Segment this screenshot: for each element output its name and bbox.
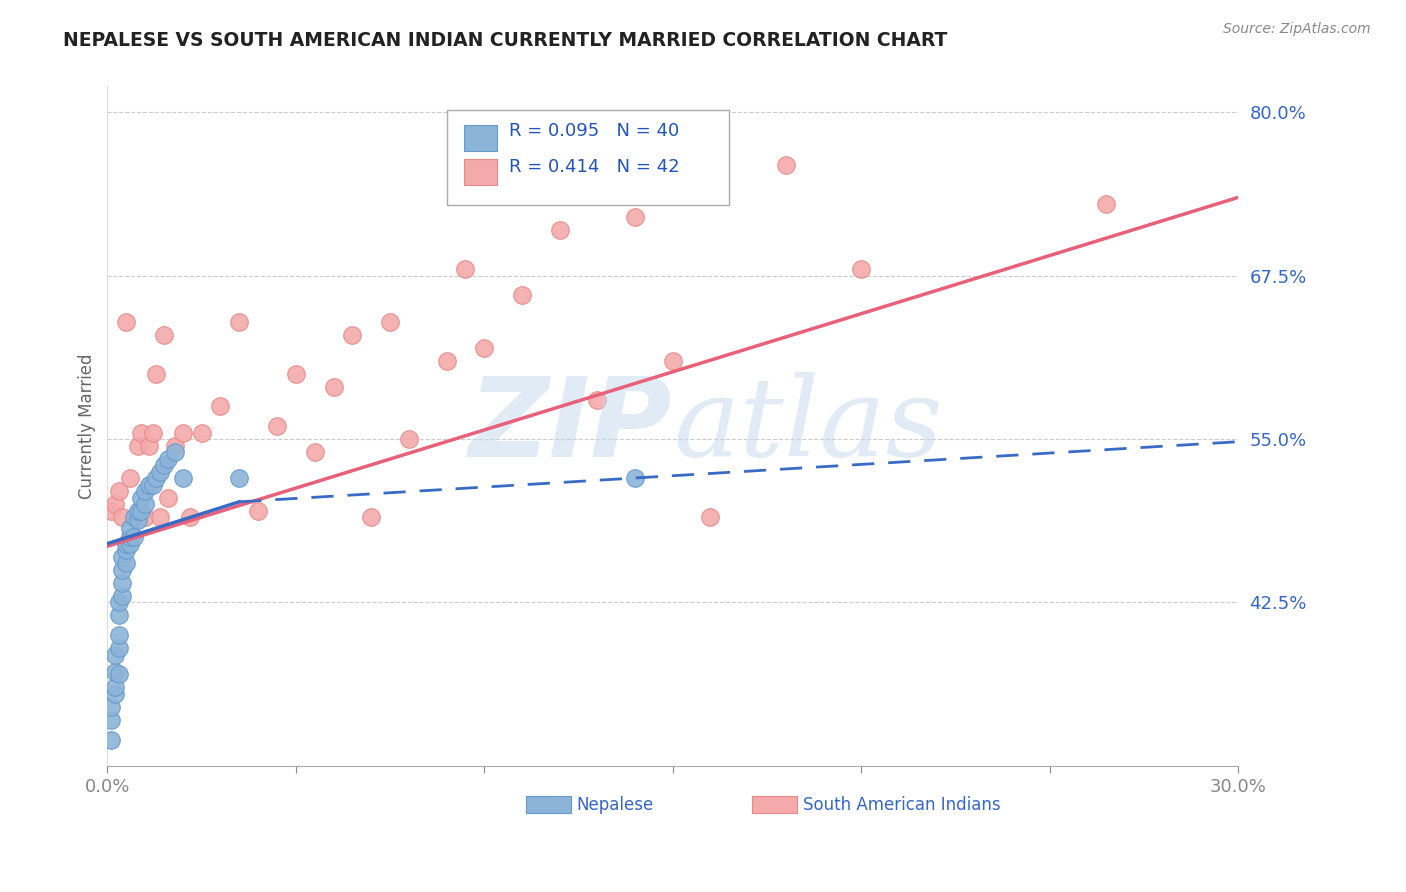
Point	[107, 484, 129, 499]
Point	[127, 439, 149, 453]
Y-axis label: Currently Married: Currently Married	[79, 353, 96, 499]
Point	[228, 471, 250, 485]
Text: NEPALESE VS SOUTH AMERICAN INDIAN CURRENTLY MARRIED CORRELATION CHART: NEPALESE VS SOUTH AMERICAN INDIAN CURREN…	[63, 31, 948, 50]
Point	[1095, 197, 1118, 211]
Text: Nepalese: Nepalese	[576, 797, 654, 814]
Point	[111, 549, 134, 564]
Point	[104, 665, 127, 679]
Point	[247, 504, 270, 518]
Point	[228, 314, 250, 328]
Point	[118, 471, 141, 485]
Point	[179, 510, 201, 524]
Point	[775, 158, 797, 172]
Point	[100, 732, 122, 747]
Point	[699, 510, 721, 524]
Point	[107, 667, 129, 681]
Point	[304, 445, 326, 459]
Point	[122, 530, 145, 544]
Text: atlas: atlas	[672, 372, 942, 480]
Point	[118, 530, 141, 544]
Point	[115, 543, 138, 558]
Point	[586, 392, 609, 407]
Point	[510, 288, 533, 302]
Point	[398, 432, 420, 446]
Bar	[526, 797, 571, 814]
Point	[138, 439, 160, 453]
Point	[115, 536, 138, 550]
Point	[138, 478, 160, 492]
Point	[284, 367, 307, 381]
Point	[153, 327, 176, 342]
Point	[100, 700, 122, 714]
Point	[149, 465, 172, 479]
Point	[165, 445, 187, 459]
Bar	[464, 125, 498, 151]
Point	[104, 648, 127, 662]
Point	[266, 419, 288, 434]
Text: R = 0.414   N = 42: R = 0.414 N = 42	[509, 158, 679, 176]
Point	[134, 510, 156, 524]
Point	[104, 687, 127, 701]
Point	[134, 498, 156, 512]
Point	[118, 536, 141, 550]
Point	[134, 484, 156, 499]
Point	[104, 681, 127, 695]
Bar	[752, 797, 797, 814]
Point	[145, 471, 167, 485]
Point	[172, 425, 194, 440]
Point	[107, 595, 129, 609]
Point	[127, 504, 149, 518]
Point	[111, 510, 134, 524]
Point	[472, 341, 495, 355]
Point	[142, 478, 165, 492]
Point	[122, 510, 145, 524]
Point	[111, 575, 134, 590]
Point	[624, 210, 647, 224]
Point	[378, 314, 401, 328]
Point	[104, 498, 127, 512]
Point	[156, 491, 179, 505]
Point	[190, 425, 212, 440]
Point	[127, 513, 149, 527]
Point	[624, 471, 647, 485]
Point	[115, 556, 138, 570]
Point	[111, 589, 134, 603]
Point	[360, 510, 382, 524]
Point	[145, 367, 167, 381]
Point	[436, 353, 458, 368]
Point	[342, 327, 364, 342]
Point	[131, 504, 153, 518]
Text: Source: ZipAtlas.com: Source: ZipAtlas.com	[1223, 22, 1371, 37]
Point	[107, 628, 129, 642]
Point	[111, 563, 134, 577]
Text: R = 0.095   N = 40: R = 0.095 N = 40	[509, 121, 679, 139]
Point	[142, 425, 165, 440]
Point	[153, 458, 176, 473]
Point	[107, 641, 129, 656]
Point	[131, 491, 153, 505]
Point	[851, 262, 873, 277]
Text: South American Indians: South American Indians	[803, 797, 1001, 814]
Point	[209, 400, 232, 414]
Bar	[464, 159, 498, 185]
Point	[107, 608, 129, 623]
Point	[165, 439, 187, 453]
Point	[454, 262, 477, 277]
Point	[131, 425, 153, 440]
Point	[118, 521, 141, 535]
Point	[149, 510, 172, 524]
Point	[156, 451, 179, 466]
Text: ZIP: ZIP	[470, 373, 672, 480]
Point	[100, 504, 122, 518]
Point	[322, 380, 344, 394]
Point	[100, 713, 122, 727]
Point	[661, 353, 683, 368]
Point	[548, 223, 571, 237]
Point	[115, 314, 138, 328]
Point	[172, 471, 194, 485]
FancyBboxPatch shape	[447, 110, 730, 205]
